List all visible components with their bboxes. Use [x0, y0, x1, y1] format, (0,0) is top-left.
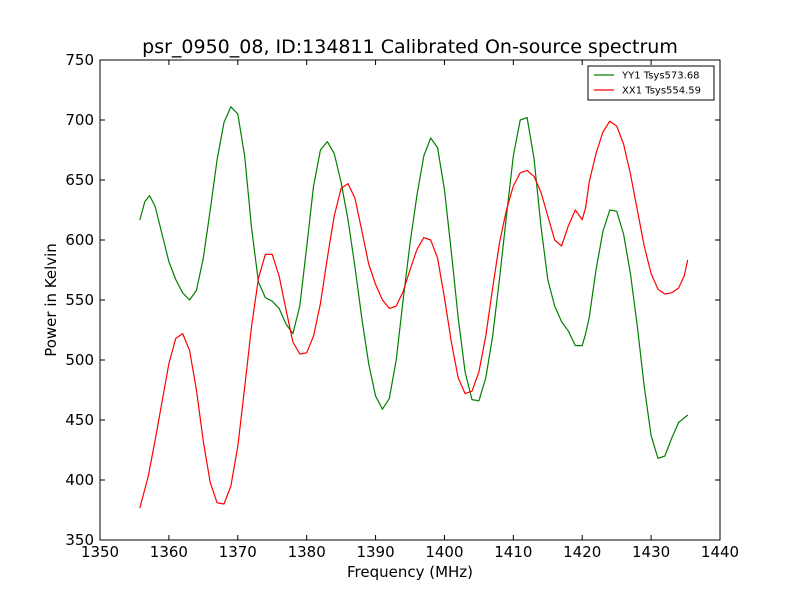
- series-layer: [139, 106, 689, 509]
- legend-box: [587, 65, 715, 101]
- y-tick-label: 750: [65, 51, 94, 69]
- x-tick-label: 1410: [494, 543, 532, 561]
- y-tick-label: 550: [65, 291, 94, 309]
- chart-title: psr_0950_08, ID:134811 Calibrated On-sou…: [142, 36, 678, 58]
- x-tick-label: 1400: [425, 543, 463, 561]
- series-line-xx1: [139, 120, 689, 509]
- y-tick-label: 700: [65, 111, 94, 129]
- x-tick-label: 1420: [563, 543, 601, 561]
- x-tick-label: 1390: [356, 543, 394, 561]
- x-axis-title: Frequency (MHz): [347, 563, 473, 581]
- y-tick-label: 600: [65, 231, 94, 249]
- y-tick-label: 650: [65, 171, 94, 189]
- ticks-layer: 1350 1360 1370 1380 1390 1400 1410 1420 1430 1440…: [65, 51, 739, 561]
- x-tick-label: 1370: [219, 543, 257, 561]
- y-tick-label: 500: [65, 351, 94, 369]
- series-line-yy1: [139, 106, 689, 459]
- y-tick-label: 450: [65, 411, 94, 429]
- x-tick-label: 1430: [632, 543, 670, 561]
- x-tick-label: 1380: [288, 543, 326, 561]
- x-tick-label: 1360: [150, 543, 188, 561]
- x-tick-label: 1440: [701, 543, 739, 561]
- legend: YY1 Tsys573.68 XX1 Tsys554.59: [587, 65, 715, 101]
- y-tick-label: 350: [65, 531, 94, 549]
- y-tick-label: 400: [65, 471, 94, 489]
- legend-label-yy1: YY1 Tsys573.68: [621, 71, 700, 82]
- y-axis-title: Power in Kelvin: [42, 243, 60, 357]
- x-tick-label: 1350: [81, 543, 119, 561]
- legend-label-xx1: XX1 Tsys554.59: [622, 86, 701, 97]
